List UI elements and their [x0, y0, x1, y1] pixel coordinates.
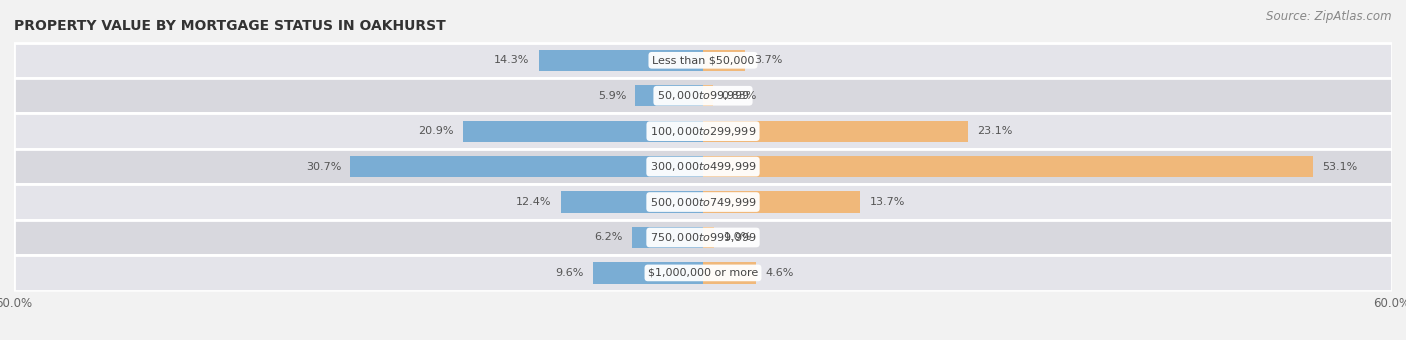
Bar — [703, 262, 756, 284]
Text: $100,000 to $299,999: $100,000 to $299,999 — [650, 125, 756, 138]
Text: 30.7%: 30.7% — [307, 162, 342, 172]
Text: 13.7%: 13.7% — [869, 197, 905, 207]
Bar — [703, 121, 969, 142]
Text: 20.9%: 20.9% — [419, 126, 454, 136]
Bar — [14, 220, 1392, 255]
Text: 9.6%: 9.6% — [555, 268, 583, 278]
Text: $750,000 to $999,999: $750,000 to $999,999 — [650, 231, 756, 244]
Text: 4.6%: 4.6% — [765, 268, 793, 278]
Text: 3.7%: 3.7% — [755, 55, 783, 65]
Text: 12.4%: 12.4% — [516, 197, 551, 207]
Text: $50,000 to $99,999: $50,000 to $99,999 — [657, 89, 749, 102]
Bar — [561, 191, 703, 212]
Text: 14.3%: 14.3% — [495, 55, 530, 65]
Text: Source: ZipAtlas.com: Source: ZipAtlas.com — [1267, 10, 1392, 23]
Text: PROPERTY VALUE BY MORTGAGE STATUS IN OAKHURST: PROPERTY VALUE BY MORTGAGE STATUS IN OAK… — [14, 19, 446, 33]
Bar — [703, 50, 745, 71]
Bar — [538, 50, 703, 71]
Bar — [463, 121, 703, 142]
Bar — [636, 85, 703, 106]
Text: 1.0%: 1.0% — [724, 233, 752, 242]
Bar — [14, 255, 1392, 291]
Bar — [14, 42, 1392, 78]
Text: $500,000 to $749,999: $500,000 to $749,999 — [650, 195, 756, 208]
Text: 5.9%: 5.9% — [598, 91, 626, 101]
Text: Less than $50,000: Less than $50,000 — [652, 55, 754, 65]
Bar — [703, 227, 714, 248]
Text: $1,000,000 or more: $1,000,000 or more — [648, 268, 758, 278]
Text: 6.2%: 6.2% — [595, 233, 623, 242]
Text: 53.1%: 53.1% — [1322, 162, 1357, 172]
Bar — [703, 156, 1313, 177]
Bar — [703, 85, 713, 106]
Bar — [14, 114, 1392, 149]
Bar — [14, 78, 1392, 114]
Text: 0.83%: 0.83% — [721, 91, 756, 101]
Bar — [631, 227, 703, 248]
Text: $300,000 to $499,999: $300,000 to $499,999 — [650, 160, 756, 173]
Text: 23.1%: 23.1% — [977, 126, 1012, 136]
Bar — [14, 149, 1392, 184]
Bar — [703, 191, 860, 212]
Bar — [593, 262, 703, 284]
Bar — [14, 184, 1392, 220]
Bar — [350, 156, 703, 177]
